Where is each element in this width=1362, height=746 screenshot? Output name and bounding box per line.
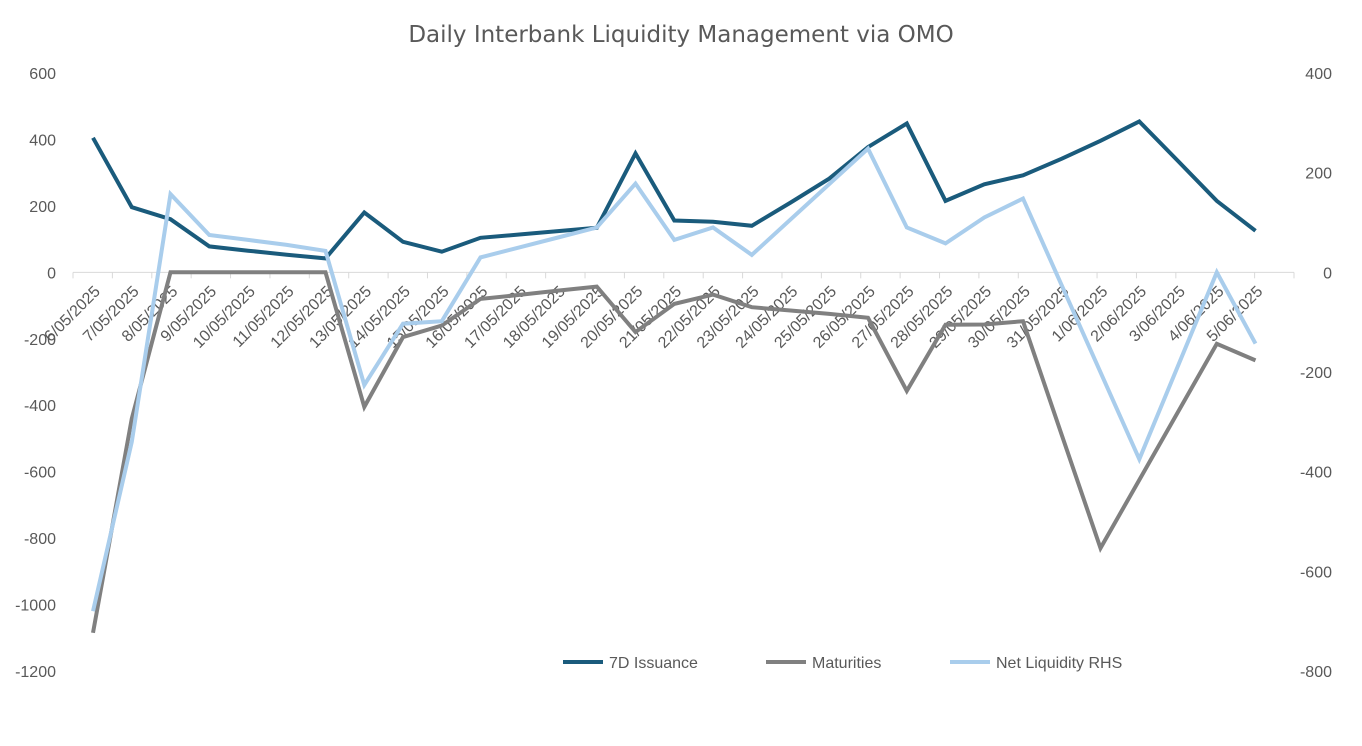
series-line-net-liquidity-rhs: [91, 145, 1258, 612]
right-tick-label: 200: [1305, 166, 1332, 183]
left-tick-label: -200: [24, 332, 56, 349]
series-line-maturities: [91, 270, 1257, 634]
right-tick-label: 400: [1305, 66, 1332, 83]
left-tick-label: 400: [29, 132, 56, 149]
legend-label: Net Liquidity RHS: [996, 655, 1122, 672]
left-tick-label: -400: [24, 398, 56, 415]
right-tick-label: -600: [1300, 564, 1332, 581]
left-tick-label: -600: [24, 465, 56, 482]
left-axis: 600 400 200 0 -200 -400 -600 -800 -1000 -1200: [15, 66, 56, 681]
left-tick-label: 600: [29, 66, 56, 83]
right-axis: 400 200 0 -200 -400 -600 -800: [1300, 66, 1332, 681]
left-tick-label: -800: [24, 531, 56, 548]
left-tick-label: 0: [47, 265, 56, 282]
legend-label: Maturities: [812, 655, 881, 672]
legend-label: 7D Issuance: [609, 655, 698, 672]
left-tick-label: 200: [29, 199, 56, 216]
left-tick-label: -1200: [15, 664, 56, 681]
series-line-7d-issuance: [91, 119, 1257, 261]
legend: 7D Issuance Maturities Net Liquidity RHS: [563, 655, 1122, 672]
right-tick-label: 0: [1323, 265, 1332, 282]
chart-title: Daily Interbank Liquidity Management via…: [408, 22, 953, 48]
left-tick-label: -1000: [15, 598, 56, 615]
right-tick-label: -200: [1300, 365, 1332, 382]
right-tick-label: -800: [1300, 664, 1332, 681]
right-tick-label: -400: [1300, 465, 1332, 482]
series-layer: [91, 119, 1258, 634]
x-axis: 6/05/20257/05/20258/05/20259/05/202510/0…: [41, 271, 1295, 352]
